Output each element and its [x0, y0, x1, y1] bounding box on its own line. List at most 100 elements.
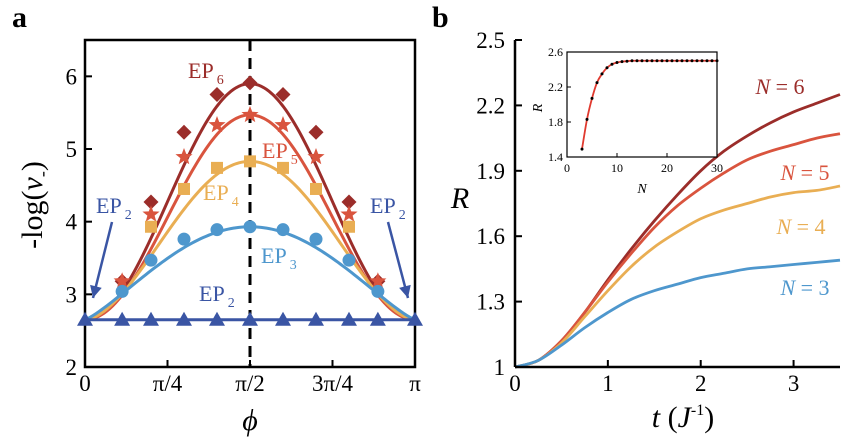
- inset-data-point: [595, 81, 599, 85]
- panel-a-ytick-label: 5: [66, 137, 78, 162]
- annotation-ep2: EP 2: [96, 193, 132, 223]
- data-point-diamond: [308, 124, 324, 140]
- data-point-star: [208, 116, 226, 133]
- data-point-triangle: [142, 311, 159, 326]
- panel-a-ylabel: -log(v-): [16, 161, 52, 249]
- annotation-ep2: EP 2: [199, 281, 235, 311]
- annotation-ep4: EP 4: [203, 180, 239, 210]
- inset-data-point: [625, 59, 629, 63]
- data-point-circle: [115, 284, 129, 298]
- panel-b-xtick-label: 0: [509, 371, 521, 396]
- panel-a-xtick-label: π/2: [235, 371, 265, 396]
- inset-data-point: [685, 59, 689, 63]
- data-point-star: [369, 272, 387, 289]
- inset-xtick-label: 30: [711, 161, 723, 175]
- data-point-star: [241, 105, 259, 123]
- inset-data-point: [650, 59, 654, 63]
- legend-n5: N = 5: [779, 160, 829, 185]
- data-point-triangle: [341, 311, 358, 326]
- data-point-square: [244, 155, 257, 168]
- data-point-circle: [144, 253, 158, 267]
- data-point-star: [307, 147, 325, 165]
- panel-label-b: b: [432, 1, 449, 34]
- panel-a-xtick-label: π: [409, 371, 421, 396]
- series-line-ep5: [84, 113, 416, 322]
- panel-a-xlabel: ϕ: [242, 404, 258, 437]
- inset-data-point: [640, 59, 644, 63]
- inset-data-point: [675, 59, 679, 63]
- series-line-n4: [514, 184, 841, 369]
- inset-xtick-label: 0: [564, 161, 570, 175]
- inset-frame: [566, 51, 718, 158]
- series-line-n3: [514, 258, 841, 369]
- data-point-square: [178, 182, 191, 195]
- data-point-circle: [342, 253, 356, 267]
- data-point-triangle: [114, 311, 131, 326]
- series-line-n5: [514, 132, 841, 369]
- data-point-square: [277, 161, 290, 174]
- inset-data-point: [585, 117, 589, 121]
- inset-ytick-label: 1.8: [548, 115, 563, 129]
- data-point-triangle: [369, 311, 386, 326]
- panel-a-ytick-label: 4: [66, 210, 78, 235]
- data-point-diamond: [341, 194, 357, 210]
- data-point-diamond: [176, 124, 192, 140]
- panel-a-ytick-label: 6: [66, 64, 78, 89]
- inset-data-point: [665, 59, 669, 63]
- panel-a-xtick-label: 0: [79, 371, 91, 396]
- inset-data-point: [705, 59, 709, 63]
- panel-b-xlabel: t (J-1): [652, 401, 715, 434]
- data-point-star: [274, 116, 292, 133]
- panel-b-ytick-label: 1.3: [476, 290, 505, 315]
- inset-ytick-label: 2.2: [548, 80, 563, 94]
- data-point-star: [113, 272, 131, 289]
- data-point-square: [144, 220, 157, 233]
- panel-label-a: a: [12, 1, 27, 34]
- data-point-circle: [276, 223, 290, 237]
- data-point-triangle: [275, 311, 292, 326]
- panel-b-xtick-label: 1: [602, 371, 614, 396]
- inset-ytick-label: 1.4: [548, 150, 563, 164]
- annotation-ep2: EP 2: [370, 193, 406, 223]
- data-point-circle: [371, 284, 385, 298]
- inset-data-point: [590, 96, 594, 100]
- panel-b-ytick-label: 2.5: [476, 28, 505, 53]
- legend-n3: N = 3: [779, 275, 829, 300]
- inset-data-point: [680, 59, 684, 63]
- panel-b-ylabel: R: [450, 182, 469, 215]
- data-point-diamond: [143, 194, 159, 210]
- data-point-diamond: [275, 87, 291, 102]
- data-point-circle: [309, 232, 323, 246]
- inset-ylabel: R: [531, 103, 546, 113]
- annotation-arrow: [386, 221, 410, 299]
- data-point-triangle: [242, 311, 259, 326]
- data-point-triangle: [208, 311, 225, 326]
- annotation-ep5: EP 5: [262, 138, 298, 168]
- inset-data-point: [610, 62, 614, 66]
- data-point-circle: [177, 232, 191, 246]
- legend-n4: N = 4: [775, 214, 825, 239]
- inset-data-point: [695, 59, 699, 63]
- data-point-square: [210, 161, 223, 174]
- legend-n6: N = 6: [754, 74, 804, 99]
- inset-data-point: [690, 59, 694, 63]
- inset-data-point: [645, 59, 649, 63]
- panel-b-ytick-label: 1: [494, 355, 506, 380]
- panel-b-plot: 0 1 2 311.31.61.92.22.5: [476, 28, 841, 396]
- inset-fit-curve: [581, 59, 717, 150]
- data-point-square: [309, 182, 322, 195]
- inset-data-point: [660, 59, 664, 63]
- data-point-triangle: [176, 311, 193, 326]
- panel-a-ytick-label: 3: [66, 282, 78, 307]
- inset-xlabel: N: [636, 182, 647, 197]
- arrow-head: [90, 284, 102, 298]
- panel-b-xtick-label: 2: [695, 371, 707, 396]
- inset-data-point: [605, 66, 609, 70]
- inset-data-point: [710, 59, 714, 63]
- inset-data-point: [670, 59, 674, 63]
- panel-a-xtick-label: 3π/4: [312, 371, 354, 396]
- annotation-ep6: EP 6: [188, 58, 224, 88]
- panel-a-ytick-label: 2: [66, 355, 78, 380]
- data-point-star: [340, 205, 358, 222]
